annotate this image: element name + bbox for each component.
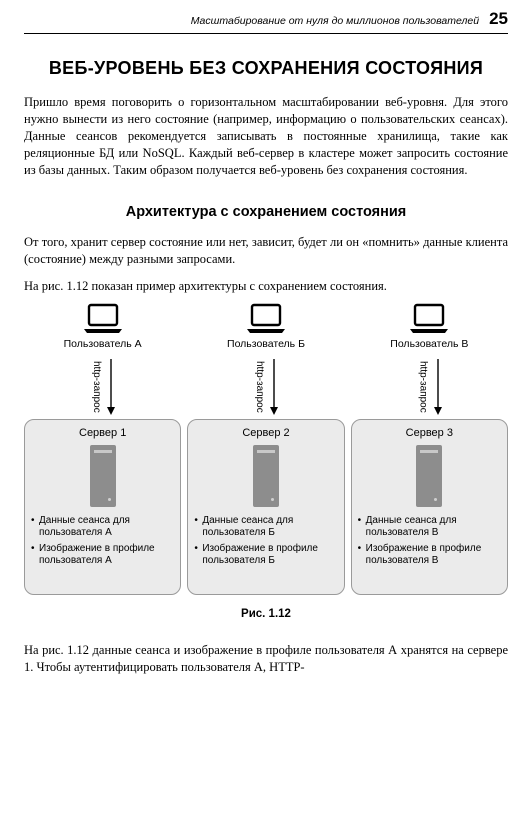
server-icon — [90, 445, 116, 507]
diagram-column-a: Пользователь А http-запрос Сервер 1 Данн… — [24, 303, 181, 595]
arrow-label: http-запрос — [89, 361, 103, 413]
server-name: Сервер 3 — [406, 426, 453, 441]
user-label: Пользователь А — [64, 337, 142, 351]
paragraph-2: От того, хранит сервер состояние или нет… — [24, 234, 508, 268]
running-head: Масштабирование от нуля до миллионов пол… — [191, 14, 479, 28]
session-item: Изображение в профиле пользователя А — [31, 543, 174, 568]
server-icon — [416, 445, 442, 507]
figure-caption: Рис. 1.12 — [24, 607, 508, 623]
arrow-label: http-запрос — [416, 361, 430, 413]
server-icon — [253, 445, 279, 507]
page-number: 25 — [489, 8, 508, 31]
paragraph-1: Пришло время поговорить о горизонтальном… — [24, 94, 508, 178]
session-item: Изображение в профиле пользователя В — [358, 543, 501, 568]
http-arrow: http-запрос — [253, 355, 280, 419]
session-list: Данные сеанса для пользователя А Изображ… — [31, 515, 174, 571]
laptop-icon — [82, 303, 124, 335]
session-item: Данные сеанса для пользователя В — [358, 515, 501, 540]
server-box: Сервер 2 Данные сеанса для пользователя … — [187, 419, 344, 595]
page-header: Масштабирование от нуля до миллионов пол… — [24, 8, 508, 34]
arrow-label: http-запрос — [253, 361, 267, 413]
sub-title: Архитектура с сохранением состояния — [24, 203, 508, 223]
http-arrow: http-запрос — [89, 355, 116, 419]
architecture-diagram: Пользователь А http-запрос Сервер 1 Данн… — [24, 303, 508, 595]
diagram-column-b: Пользователь Б http-запрос Сервер 2 Данн… — [187, 303, 344, 595]
server-name: Сервер 2 — [242, 426, 289, 441]
session-list: Данные сеанса для пользователя В Изображ… — [358, 515, 501, 571]
http-arrow: http-запрос — [416, 355, 443, 419]
server-box: Сервер 1 Данные сеанса для пользователя … — [24, 419, 181, 595]
session-item: Изображение в профиле пользователя Б — [194, 543, 337, 568]
paragraph-4: На рис. 1.12 данные сеанса и изображение… — [24, 642, 508, 676]
session-list: Данные сеанса для пользователя Б Изображ… — [194, 515, 337, 571]
main-title: ВЕБ-УРОВЕНЬ БЕЗ СОХРАНЕНИЯ СОСТОЯНИЯ — [24, 56, 508, 80]
server-name: Сервер 1 — [79, 426, 126, 441]
laptop-icon — [245, 303, 287, 335]
session-item: Данные сеанса для пользователя А — [31, 515, 174, 540]
server-box: Сервер 3 Данные сеанса для пользователя … — [351, 419, 508, 595]
paragraph-3: На рис. 1.12 показан пример архитектуры … — [24, 278, 508, 295]
session-item: Данные сеанса для пользователя Б — [194, 515, 337, 540]
user-label: Пользователь Б — [227, 337, 305, 351]
laptop-icon — [408, 303, 450, 335]
user-label: Пользователь В — [390, 337, 468, 351]
diagram-column-c: Пользователь В http-запрос Сервер 3 Данн… — [351, 303, 508, 595]
